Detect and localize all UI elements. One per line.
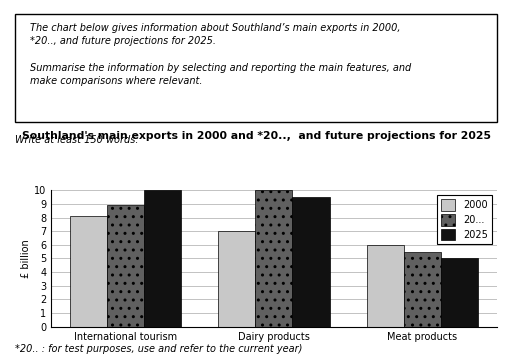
- Bar: [218, 231, 255, 327]
- Text: *20.. : for test purposes, use and refer to the current year): *20.. : for test purposes, use and refer…: [15, 344, 303, 354]
- Legend: 2000, 20..., 2025: 2000, 20..., 2025: [437, 195, 492, 244]
- FancyBboxPatch shape: [15, 14, 497, 122]
- Bar: [255, 190, 292, 327]
- Y-axis label: £ billion: £ billion: [22, 239, 31, 278]
- Bar: [107, 205, 144, 327]
- Bar: [441, 258, 478, 327]
- Bar: [70, 216, 107, 327]
- Text: Write at least 150 words.: Write at least 150 words.: [15, 135, 139, 145]
- Bar: [367, 245, 404, 327]
- Text: The chart below gives information about Southland’s main exports in 2000,
*20..,: The chart below gives information about …: [30, 23, 411, 86]
- Bar: [144, 190, 181, 327]
- Text: Southland's main exports in 2000 and *20..,  and future projections for 2025: Southland's main exports in 2000 and *20…: [22, 131, 490, 141]
- Bar: [404, 252, 441, 327]
- Bar: [292, 197, 330, 327]
